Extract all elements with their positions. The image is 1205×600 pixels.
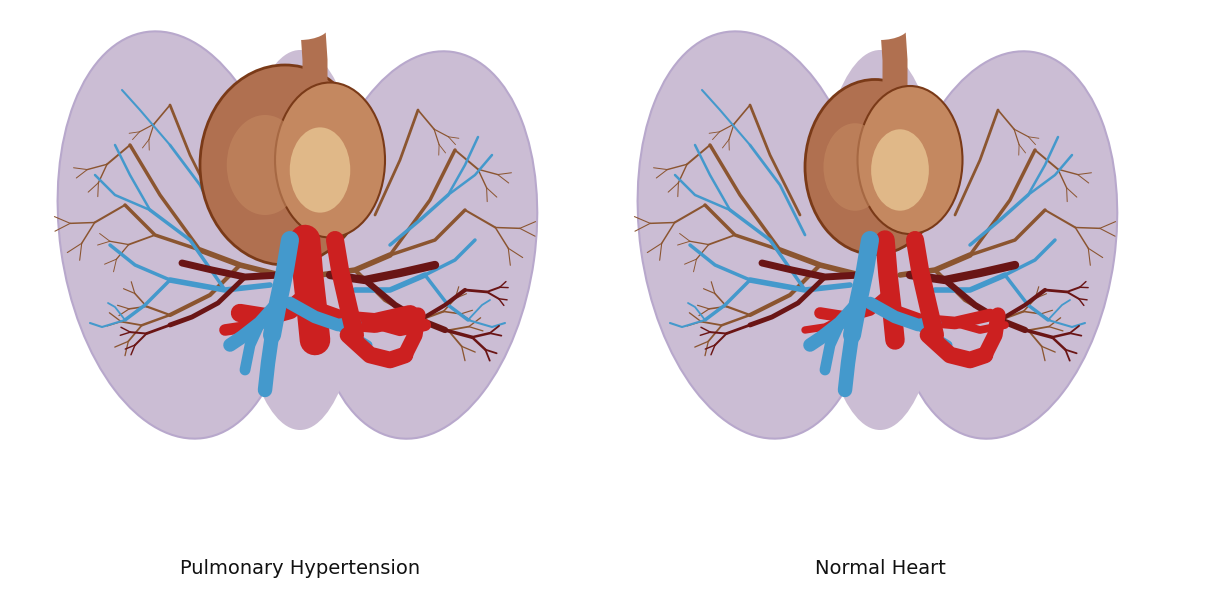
Ellipse shape bbox=[805, 79, 945, 254]
Ellipse shape bbox=[227, 115, 304, 215]
Ellipse shape bbox=[850, 10, 910, 40]
Ellipse shape bbox=[313, 51, 537, 439]
Ellipse shape bbox=[235, 50, 365, 430]
Text: Normal Heart: Normal Heart bbox=[815, 559, 946, 577]
Ellipse shape bbox=[815, 50, 945, 430]
Text: Pulmonary Hypertension: Pulmonary Hypertension bbox=[180, 559, 421, 577]
Ellipse shape bbox=[200, 65, 370, 265]
Ellipse shape bbox=[823, 123, 887, 211]
Ellipse shape bbox=[270, 10, 330, 40]
Ellipse shape bbox=[893, 51, 1117, 439]
Ellipse shape bbox=[275, 82, 386, 238]
Ellipse shape bbox=[871, 129, 929, 211]
Ellipse shape bbox=[637, 31, 872, 439]
Ellipse shape bbox=[58, 31, 293, 439]
Ellipse shape bbox=[858, 86, 963, 234]
Ellipse shape bbox=[289, 127, 351, 212]
